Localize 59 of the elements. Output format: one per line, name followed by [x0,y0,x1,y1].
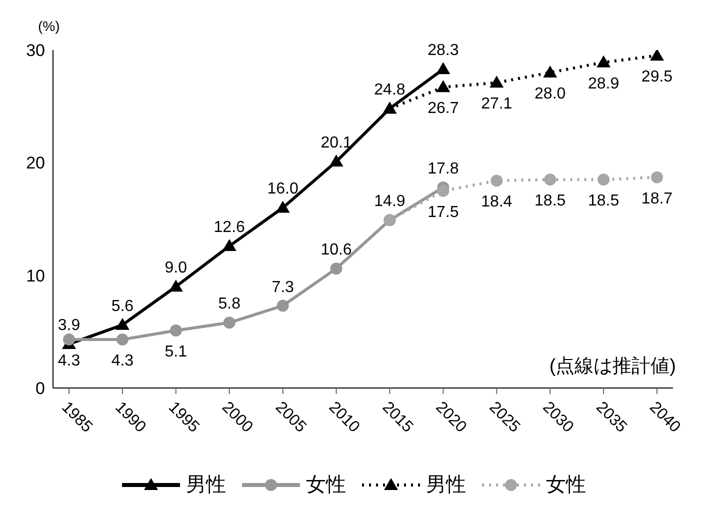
data-label: 17.5 [428,204,459,221]
data-label: 3.9 [58,317,80,334]
point [222,239,236,252]
point [276,200,290,213]
data-label: 10.6 [320,242,352,259]
data-label: 28.3 [428,42,459,60]
point [490,174,503,187]
legend-label: 女性 [546,473,586,498]
data-label: 16.0 [267,180,298,198]
data-label: 18.5 [588,192,620,210]
point [596,55,611,68]
y-axis-title: (%) [38,18,60,34]
point [543,66,558,78]
point [63,334,75,346]
data-label: 28.0 [534,86,566,103]
point [544,174,556,186]
data-label: 12.6 [214,219,246,236]
y-tick-label: 20 [26,154,45,173]
point [650,50,664,61]
data-label: 28.9 [588,75,620,92]
data-label: 29.5 [641,68,673,86]
data-label: 7.3 [272,278,294,296]
data-label: 9.0 [164,260,188,277]
data-label: 14.9 [374,193,406,210]
data-label: 18.4 [481,194,512,211]
data-label: 5.6 [111,298,134,315]
data-label: 20.1 [320,134,352,152]
legend-label: 女性 [306,473,346,498]
point [170,324,182,337]
legend-label: 男性 [186,473,226,498]
point [330,262,342,275]
point [598,174,610,186]
y-tick-label: 0 [36,379,45,398]
point [116,334,128,346]
data-label: 17.8 [428,160,459,178]
point [115,318,130,330]
data-label: 5.1 [164,344,188,361]
point [437,184,450,197]
legend-label: 男性 [426,473,466,498]
point [490,76,504,88]
point [436,62,450,74]
data-label: 4.3 [58,352,80,370]
point [651,171,663,184]
data-label: 18.5 [534,192,566,210]
point [276,300,289,312]
point [329,154,344,167]
point [436,80,450,92]
data-label: 26.7 [428,100,459,118]
data-label: 4.3 [111,352,134,370]
data-label: 27.1 [481,96,512,113]
point [382,102,397,114]
point [168,280,183,292]
annotation: (点線は推計値) [549,355,676,379]
data-label: 5.8 [218,296,241,313]
data-label: 24.8 [374,82,406,99]
data-label: 18.7 [641,190,673,208]
point [223,316,236,329]
y-tick-label: 10 [26,266,45,286]
y-tick-label: 30 [26,41,45,60]
